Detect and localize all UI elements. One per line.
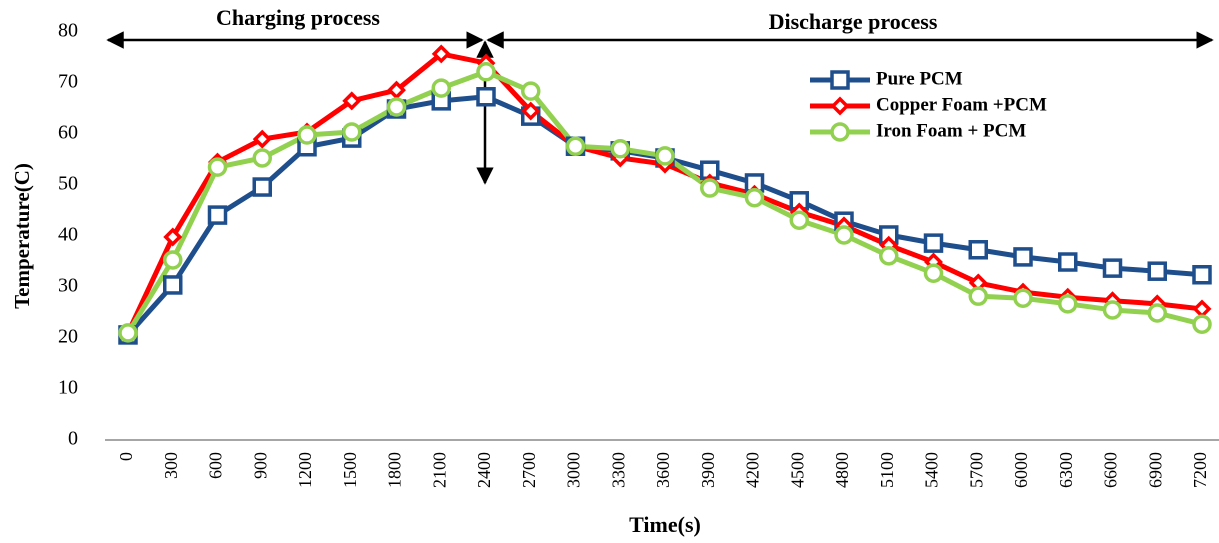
marker	[879, 246, 899, 266]
x-tick-label: 5100	[877, 452, 897, 488]
y-tick-label: 50	[58, 173, 78, 195]
marker	[1013, 247, 1033, 267]
marker	[252, 129, 272, 149]
marker	[968, 286, 988, 306]
marker	[521, 81, 541, 101]
y-tick-label: 20	[58, 326, 78, 348]
marker	[1102, 258, 1123, 278]
marker	[387, 80, 406, 100]
marker	[521, 101, 541, 121]
marker	[610, 139, 630, 159]
marker	[1147, 303, 1167, 323]
marker	[1192, 299, 1212, 319]
x-tick-label: 3600	[653, 452, 673, 488]
x-tick-label: 2700	[519, 452, 539, 488]
marker	[700, 178, 720, 198]
annotation: Discharge process	[769, 9, 938, 34]
legend-label: Iron Foam + PCM	[876, 120, 1026, 141]
x-tick-label: 1500	[340, 452, 360, 488]
marker	[342, 122, 362, 142]
legend-marker	[830, 96, 850, 116]
marker	[207, 157, 228, 177]
marker	[163, 275, 183, 295]
x-tick-label: 3000	[564, 452, 584, 488]
legend-label: Copper Foam +PCM	[876, 94, 1047, 115]
x-tick-label: 6000	[1011, 452, 1031, 488]
x-tick-label: 1200	[295, 452, 315, 488]
x-tick-label: 4800	[832, 452, 852, 488]
y-tick-label: 70	[58, 71, 78, 93]
x-tick-label: 6600	[1101, 452, 1121, 488]
x-tick-label: 3300	[608, 452, 628, 488]
marker	[207, 205, 228, 225]
marker	[923, 263, 944, 283]
marker	[431, 78, 451, 98]
y-tick-label: 0	[68, 428, 78, 450]
marker	[923, 233, 944, 253]
x-tick-label: 1800	[385, 452, 405, 488]
y-axis-title: Temperature(C)	[10, 163, 34, 309]
marker	[163, 227, 183, 247]
marker	[342, 91, 362, 111]
marker	[565, 136, 586, 156]
marker	[163, 250, 183, 270]
marker	[431, 44, 451, 64]
marker	[1013, 288, 1033, 308]
legend-marker	[830, 122, 850, 142]
marker	[476, 87, 496, 107]
x-tick-label: 3900	[698, 452, 718, 488]
marker	[744, 188, 765, 208]
x-tick-label: 900	[250, 452, 270, 479]
marker	[252, 177, 272, 197]
x-tick-label: 5400	[922, 452, 942, 488]
x-axis-title: Time(s)	[629, 512, 701, 537]
x-tick-label: 4200	[743, 452, 763, 488]
annotation: Charging process	[216, 5, 380, 30]
x-tick-label: 300	[161, 452, 181, 479]
x-tick-label: 2400	[474, 452, 494, 488]
legend-marker	[830, 70, 850, 90]
x-tick-label: 5700	[966, 452, 986, 488]
marker	[1058, 294, 1078, 314]
marker	[476, 62, 496, 82]
x-tick-label: 6900	[1145, 452, 1165, 488]
marker	[1058, 252, 1078, 272]
marker	[968, 240, 988, 260]
marker	[297, 125, 317, 145]
marker	[789, 210, 809, 230]
y-tick-label: 10	[58, 377, 78, 399]
marker	[118, 323, 138, 343]
y-tick-label: 40	[58, 224, 78, 246]
marker	[1192, 265, 1212, 285]
x-tick-label: 6300	[1056, 452, 1076, 488]
x-tick-label: 600	[206, 452, 226, 479]
marker	[1102, 300, 1123, 320]
x-tick-label: 7200	[1190, 452, 1210, 488]
x-tick-label: 2100	[429, 452, 449, 488]
marker	[1192, 314, 1212, 334]
y-tick-label: 30	[58, 275, 78, 297]
y-tick-label: 80	[58, 20, 78, 42]
x-tick-label: 0	[116, 452, 136, 461]
marker	[252, 148, 272, 168]
marker	[834, 225, 854, 245]
x-tick-label: 4500	[787, 452, 807, 488]
marker	[1147, 261, 1167, 281]
marker	[655, 146, 675, 166]
y-tick-label: 60	[58, 122, 78, 144]
marker	[386, 97, 407, 117]
legend-label: Pure PCM	[876, 68, 963, 89]
